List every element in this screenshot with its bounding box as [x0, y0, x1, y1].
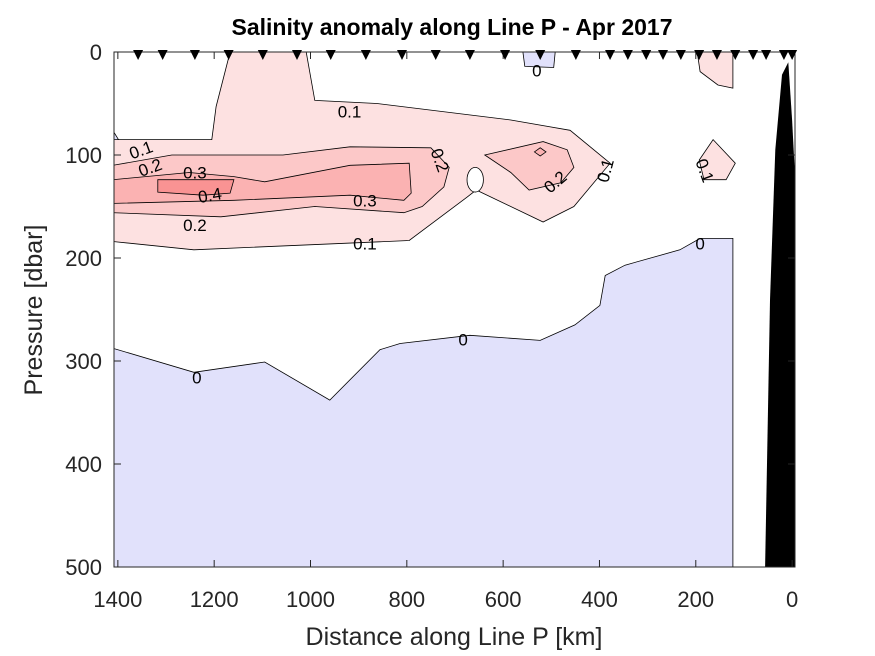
contour-hole — [466, 166, 484, 193]
y-tick-label: 0 — [90, 40, 102, 65]
station-marker — [535, 50, 546, 60]
axes-box — [113, 51, 796, 568]
station-marker — [761, 50, 772, 60]
axes: 1400 1200 1000 800 600 400 200 0 0 100 200 300 400 50… — [65, 40, 798, 612]
station-marker — [605, 50, 616, 60]
contour-region-l01 — [698, 138, 736, 181]
station-marker — [325, 50, 336, 60]
station-marker — [748, 50, 759, 60]
contour-label: 0.1 — [353, 235, 377, 254]
station-marker — [223, 50, 234, 60]
station-marker — [622, 50, 633, 60]
contour-region-l03 — [533, 147, 547, 157]
y-tick-label: 400 — [65, 452, 102, 477]
station-marker — [641, 50, 652, 60]
x-tick-label: 1400 — [93, 587, 142, 612]
station-marker — [133, 50, 144, 60]
y-tick-label: 100 — [65, 143, 102, 168]
x-tick-label: 600 — [485, 587, 522, 612]
station-marker — [430, 50, 441, 60]
station-marker — [694, 50, 705, 60]
contour-label: 0.2 — [183, 216, 207, 235]
y-tick-label: 200 — [65, 246, 102, 271]
x-tick-label: 800 — [388, 587, 425, 612]
contour-label: 0 — [192, 368, 201, 387]
x-tick-label: 1000 — [286, 587, 335, 612]
station-marker — [658, 50, 669, 60]
bathymetry — [765, 62, 795, 567]
y-axis-label: Pressure [dbar] — [20, 225, 48, 396]
contour-region-l01 — [696, 52, 734, 89]
station-marker — [464, 50, 475, 60]
contour-region-neg — [114, 237, 734, 567]
station-marker — [397, 50, 408, 60]
contour-label: 0.1 — [338, 103, 362, 122]
contour-label: 0.3 — [353, 191, 377, 210]
station-marker — [500, 50, 511, 60]
station-marker — [730, 50, 741, 60]
x-tick-label: 400 — [581, 587, 618, 612]
contour-region-l04 — [157, 179, 235, 196]
station-marker — [570, 50, 581, 60]
contour-label: 0.4 — [197, 184, 224, 207]
contour-label: 0 — [532, 62, 541, 81]
station-marker — [157, 50, 168, 60]
station-marker — [787, 50, 798, 60]
y-tick-label: 300 — [65, 349, 102, 374]
station-marker — [257, 50, 268, 60]
station-marker — [360, 50, 371, 60]
station-marker — [675, 50, 686, 60]
x-tick-label: 1200 — [190, 587, 239, 612]
station-marker — [711, 50, 722, 60]
chart-title: Salinity anomaly along Line P - Apr 2017 — [232, 14, 673, 40]
contour-label: 0 — [458, 330, 467, 349]
contour-label: 0 — [695, 235, 704, 254]
station-marker — [292, 50, 303, 60]
contour-region-neg — [522, 52, 556, 68]
contour-label: 0.3 — [183, 164, 207, 183]
y-tick-label: 500 — [65, 555, 102, 580]
station-marker — [189, 50, 200, 60]
contour-region-l02 — [483, 141, 575, 191]
x-tick-label: 200 — [677, 587, 714, 612]
x-tick-label: 0 — [786, 587, 798, 612]
station-marker — [778, 50, 789, 60]
x-axis-label: Distance along Line P [km] — [306, 623, 603, 651]
